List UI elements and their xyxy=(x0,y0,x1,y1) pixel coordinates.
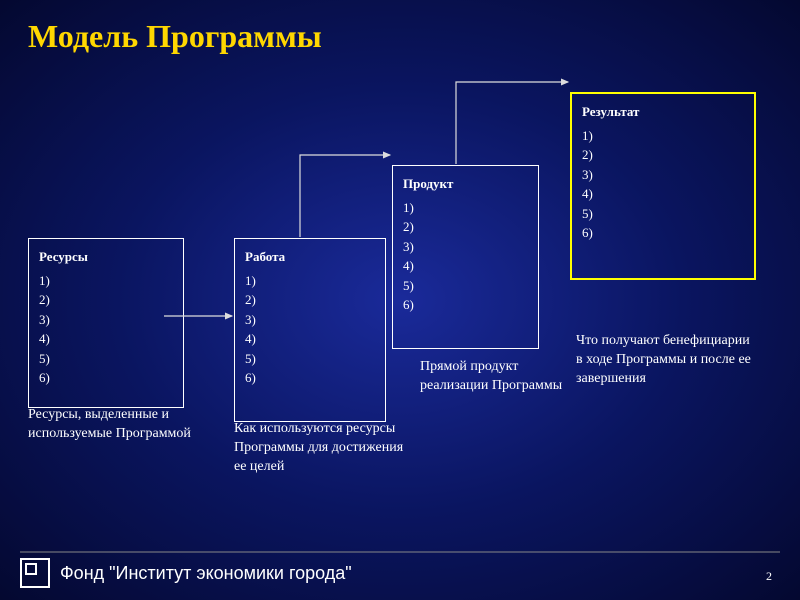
box-title: Продукт xyxy=(403,174,528,194)
box-title: Результат xyxy=(582,102,744,122)
arrow_product_result xyxy=(456,82,568,164)
box-item: 1) xyxy=(245,271,375,291)
box-item: 4) xyxy=(245,329,375,349)
box-item: 1) xyxy=(403,198,528,218)
box-item: 3) xyxy=(39,310,173,330)
box-item: 6) xyxy=(403,295,528,315)
box-result: Результат 1)2)3)4)5)6) xyxy=(570,92,756,280)
box-item: 6) xyxy=(245,368,375,388)
footer-text: Фонд "Институт экономики города" xyxy=(60,563,352,584)
box-item: 5) xyxy=(39,349,173,369)
page-number: 2 xyxy=(766,569,772,584)
box-item: 5) xyxy=(403,276,528,296)
cap_work: Как используются ресурсы Программы для д… xyxy=(234,420,404,477)
cap_result: Что получают бенефициарии в ходе Програм… xyxy=(576,332,756,389)
box-resources: Ресурсы 1)2)3)4)5)6) xyxy=(28,238,184,408)
box-item: 2) xyxy=(245,290,375,310)
org-logo-icon xyxy=(20,558,50,588)
box-title: Ресурсы xyxy=(39,247,173,267)
box-item: 3) xyxy=(403,237,528,257)
box-product: Продукт 1)2)3)4)5)6) xyxy=(392,165,539,349)
arrow_work_product xyxy=(300,155,390,237)
box-item: 6) xyxy=(39,368,173,388)
box-item: 2) xyxy=(403,217,528,237)
cap_resources: Ресурсы, выделенные и используемые Прогр… xyxy=(28,406,208,444)
box-work: Работа 1)2)3)4)5)6) xyxy=(234,238,386,422)
box-title: Работа xyxy=(245,247,375,267)
box-item: 5) xyxy=(582,204,744,224)
box-item: 6) xyxy=(582,223,744,243)
footer: Фонд "Институт экономики города" xyxy=(20,558,352,588)
box-item: 5) xyxy=(245,349,375,369)
box-item: 2) xyxy=(39,290,173,310)
box-item: 3) xyxy=(245,310,375,330)
box-item: 2) xyxy=(582,145,744,165)
cap_product: Прямой продукт реализации Программы xyxy=(420,358,570,396)
box-item: 4) xyxy=(582,184,744,204)
box-item: 1) xyxy=(582,126,744,146)
slide-title: Модель Программы xyxy=(28,18,322,55)
box-item: 1) xyxy=(39,271,173,291)
box-item: 4) xyxy=(403,256,528,276)
box-item: 4) xyxy=(39,329,173,349)
box-item: 3) xyxy=(582,165,744,185)
